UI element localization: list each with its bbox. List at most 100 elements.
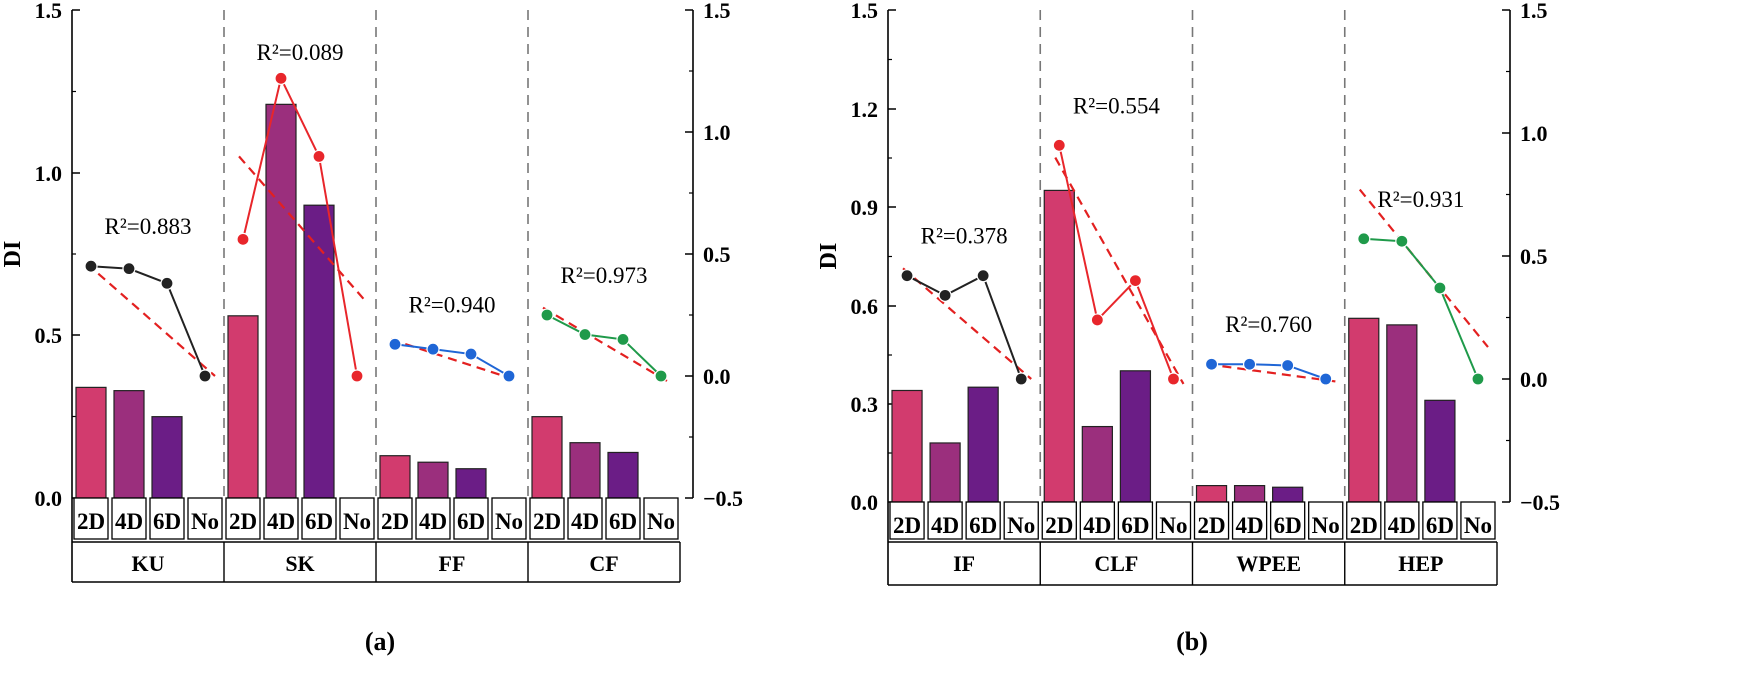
right-y-tick-label: −0.5	[703, 486, 743, 511]
bar-if-6d	[967, 386, 999, 503]
panel-label: (b)	[1176, 627, 1208, 656]
group-if: 2D 4D 6D No IF R²=0.378	[889, 224, 1039, 576]
group-label-hep: HEP	[1398, 551, 1443, 576]
category-box	[1193, 501, 1230, 540]
r-squared-label-cf: R²=0.973	[561, 263, 648, 288]
category-box	[1231, 501, 1268, 540]
bar-wpee-4d	[1233, 485, 1266, 503]
right-y-tick-label: −0.5	[1520, 490, 1560, 515]
bar-ku-6d	[151, 416, 183, 499]
category-box	[529, 497, 565, 540]
category-box	[111, 497, 147, 540]
series-line-clf	[1058, 145, 1175, 380]
bar-ff-4d	[417, 461, 449, 499]
category-box	[927, 501, 963, 540]
r-squared-label-if: R²=0.378	[921, 224, 1008, 249]
category-box	[1269, 501, 1306, 540]
data-point-ff-4d	[426, 342, 440, 356]
category-label-no: No	[1007, 513, 1035, 538]
right-y-tick-label: 0.0	[1520, 367, 1548, 392]
y-axis-label: DI	[0, 241, 26, 268]
bar-sk-4d	[265, 103, 297, 499]
bar-hep-4d	[1386, 324, 1418, 503]
trend-line-ku	[86, 262, 216, 377]
left-y-tick-label: 0.6	[851, 294, 879, 319]
category-label-no: No	[191, 509, 219, 534]
category-box	[567, 497, 603, 540]
data-point-if-2d	[900, 269, 914, 283]
category-label-6d: 6D	[609, 509, 637, 534]
category-label-2d: 2D	[1350, 513, 1378, 538]
category-box	[453, 497, 489, 540]
category-box	[415, 497, 451, 540]
bar-cf-2d	[531, 416, 563, 499]
data-point-sk-no	[350, 369, 364, 383]
category-label-6d: 6D	[969, 513, 997, 538]
group-label-clf: CLF	[1094, 551, 1138, 576]
category-label-6d: 6D	[1426, 513, 1454, 538]
category-label-2d: 2D	[893, 513, 921, 538]
category-label-4d: 4D	[1236, 513, 1264, 538]
group-clf: 2D 4D 6D No CLF R²=0.554	[1039, 10, 1192, 585]
group-label-if: IF	[953, 551, 975, 576]
data-point-hep-4d	[1395, 234, 1409, 248]
data-point-wpee-4d	[1242, 357, 1257, 371]
category-label-6d: 6D	[305, 509, 333, 534]
category-box	[1460, 501, 1496, 540]
trend-line-hep	[1358, 188, 1489, 348]
data-point-clf-2d	[1052, 138, 1066, 152]
group-wpee: 2D 4D 6D No WPEE R²=0.760	[1191, 10, 1344, 585]
series-line-wpee	[1211, 363, 1327, 380]
group-label-sk: SK	[285, 551, 314, 576]
bar-ff-2d	[379, 455, 411, 499]
data-point-ku-2d	[84, 259, 98, 273]
data-point-hep-no	[1471, 372, 1485, 386]
r-squared-label-hep: R²=0.931	[1377, 187, 1464, 212]
category-box	[1155, 501, 1192, 540]
data-point-wpee-6d	[1281, 358, 1295, 373]
series-line-cf	[546, 314, 662, 377]
data-point-cf-2d	[540, 308, 554, 322]
r-squared-label-sk: R²=0.089	[257, 40, 344, 65]
data-point-sk-6d	[312, 149, 326, 163]
category-box	[1384, 501, 1420, 540]
category-box	[263, 497, 299, 540]
data-point-cf-4d	[578, 327, 592, 342]
category-label-2d: 2D	[1197, 513, 1225, 538]
data-point-sk-4d	[274, 71, 288, 85]
bar-hep-2d	[1348, 317, 1380, 503]
category-box	[491, 497, 527, 540]
chart-panel-a: 0.0 0.5 1.0 1.5 DI −0.5 0.0 0.5 1.0 1.5 2D 4D 6D No KU…	[0, 0, 743, 656]
group-label-ff: FF	[439, 551, 466, 576]
bar-clf-2d	[1043, 189, 1075, 503]
left-y-tick-label: 0.5	[35, 323, 63, 348]
category-box	[225, 497, 261, 540]
data-point-cf-no	[654, 369, 668, 383]
category-box	[1041, 501, 1077, 540]
data-point-ff-no	[502, 369, 516, 383]
category-label-4d: 4D	[931, 513, 959, 538]
category-label-no: No	[1312, 513, 1340, 538]
data-point-ff-6d	[464, 347, 478, 361]
category-box	[73, 497, 109, 540]
bar-wpee-6d	[1272, 486, 1304, 503]
left-y-tick-label: 0.9	[851, 195, 879, 220]
category-label-2d: 2D	[77, 509, 105, 534]
bar-ku-4d	[113, 390, 145, 499]
category-box	[187, 497, 223, 540]
category-label-2d: 2D	[1045, 513, 1073, 538]
category-box	[605, 497, 641, 540]
right-y-tick-label: 0.5	[703, 242, 731, 267]
category-label-4d: 4D	[1388, 513, 1416, 538]
data-point-if-no	[1014, 372, 1028, 386]
category-box	[965, 501, 1001, 540]
group-label-ku: KU	[132, 551, 165, 576]
data-point-ku-4d	[122, 262, 136, 276]
category-box	[1117, 501, 1154, 540]
category-label-4d: 4D	[267, 509, 295, 534]
category-label-4d: 4D	[419, 509, 447, 534]
left-y-tick-label: 1.5	[851, 0, 879, 23]
data-point-if-6d	[976, 269, 990, 283]
right-y-tick-label: 1.0	[703, 120, 731, 145]
category-label-2d: 2D	[381, 509, 409, 534]
